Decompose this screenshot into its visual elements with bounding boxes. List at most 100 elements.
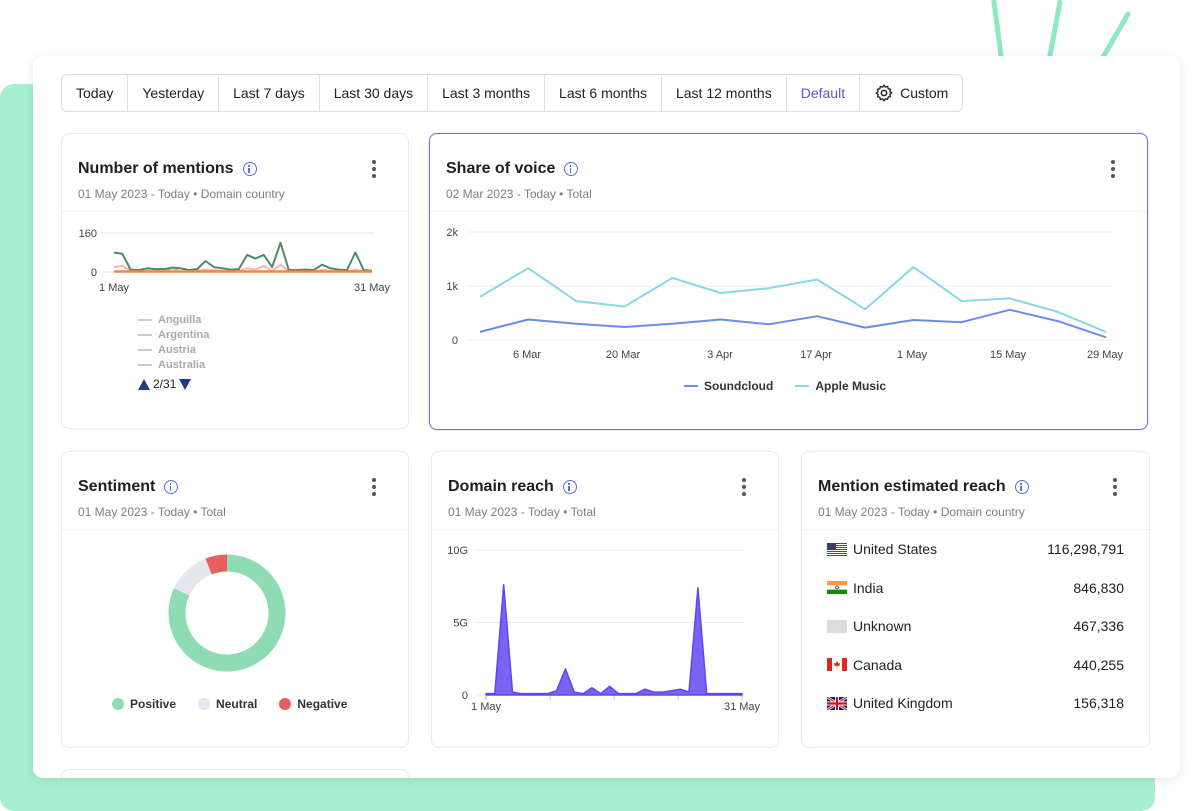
x-tick-label: 31 May [724, 701, 761, 713]
info-icon[interactable] [242, 162, 257, 176]
share-of-voice-legend: Soundcloud Apple Music [684, 379, 886, 393]
x-tick-label: 29 May [1087, 349, 1124, 361]
legend-item-argentina[interactable]: Argentina [138, 327, 209, 342]
gear-icon-center [880, 89, 888, 97]
legend-label: Austria [158, 343, 196, 356]
flag-stripe [827, 549, 847, 551]
legend-label: Apple Music [815, 379, 887, 393]
us-flag-icon [827, 542, 847, 556]
share-of-voice-card[interactable]: Share of voice 02 Mar 2023 - Today • Tot… [429, 133, 1148, 430]
sentiment-legend: Positive Neutral Negative [112, 697, 347, 711]
table-row[interactable]: Canada 440,255 [827, 653, 1124, 677]
divider [62, 211, 408, 212]
date-tab-label: Last 7 days [233, 85, 305, 101]
info-icon[interactable] [164, 480, 179, 494]
sentiment-title: Sentiment [78, 478, 179, 496]
more-options-icon[interactable] [740, 476, 748, 498]
table-row[interactable]: Unknown 467,336 [827, 614, 1124, 638]
date-tab-default[interactable]: Default [787, 75, 861, 111]
country-value: 440,255 [1073, 656, 1124, 673]
table-row[interactable]: India 846,830 [827, 576, 1124, 600]
country-value: 467,336 [1073, 618, 1124, 634]
legend-item-positive[interactable]: Positive [112, 697, 176, 711]
country-name: United Kingdom [853, 695, 953, 711]
date-tab-last-3-months[interactable]: Last 3 months [428, 75, 546, 111]
flag-cross [827, 696, 847, 710]
more-options-icon[interactable] [370, 476, 378, 498]
flag-stripe [827, 544, 847, 546]
legend-item-neutral[interactable]: Neutral [198, 697, 257, 711]
country-value: 846,830 [1073, 579, 1124, 596]
date-tab-last-7-days[interactable]: Last 7 days [219, 75, 320, 111]
legend-label: Australia [158, 358, 206, 371]
legend-swatch [138, 348, 152, 351]
legend-swatch [112, 698, 124, 710]
legend-item-anguilla[interactable]: Anguilla [138, 312, 209, 327]
legend-swatch [198, 698, 211, 710]
mention-reach-card: Mention estimated reach 01 May 2023 - To… [801, 451, 1150, 748]
domain-reach-subtitle: 01 May 2023 - Today • Total [448, 505, 596, 519]
flag-stripe [827, 550, 847, 552]
date-tab-last-30-days[interactable]: Last 30 days [320, 75, 429, 111]
country-name: India [853, 579, 884, 596]
share-of-voice-subtitle: 02 Mar 2023 - Today • Total [446, 187, 592, 201]
info-icon[interactable] [562, 480, 577, 494]
domain-reach-title: Domain reach [448, 478, 577, 496]
y-tick-label: 1k [446, 281, 458, 293]
share-of-voice-title-text: Share of voice [446, 160, 556, 177]
gear-icon-outline [875, 84, 893, 102]
mentions-chart: 160 01 May 31 May [79, 228, 391, 294]
legend-item-negative[interactable]: Negative [279, 697, 347, 711]
pager-text: 2/31 [153, 377, 177, 391]
mentions-title-text: Number of mentions [78, 160, 234, 177]
mention-reach-subtitle: 01 May 2023 - Today • Domain country [818, 505, 1025, 519]
flag-canton [827, 542, 836, 550]
mentions-card: Number of mentions 01 May 2023 - Today •… [61, 133, 409, 429]
flag-band [842, 658, 847, 671]
legend-swatch [138, 333, 152, 336]
divider [432, 529, 778, 530]
page-down-icon[interactable] [179, 378, 192, 390]
table-row[interactable]: United Kingdom 156,318 [827, 691, 1124, 715]
legend-label: Neutral [216, 697, 258, 711]
divider [430, 211, 1147, 212]
info-icon[interactable] [1014, 480, 1029, 494]
share-of-voice-title: Share of voice [446, 160, 579, 178]
x-tick-label: 20 Mar [606, 349, 641, 361]
gear-icon [875, 84, 893, 102]
date-tab-label: Last 3 months [442, 85, 531, 101]
flag-placeholder [827, 619, 847, 633]
date-tab-last-6-months[interactable]: Last 6 months [545, 75, 662, 111]
date-tab-custom[interactable]: Custom [860, 75, 962, 111]
legend-item-apple-music[interactable]: Apple Music [795, 379, 886, 393]
sentiment-title-text: Sentiment [78, 478, 156, 495]
more-options-icon[interactable] [1109, 158, 1117, 180]
date-tab-last-12-months[interactable]: Last 12 months [662, 75, 787, 111]
sov-series-apple-music [479, 266, 1107, 333]
x-tick-label: 1 May [99, 282, 129, 294]
country-name: Canada [853, 656, 903, 673]
y-tick-label: 5G [453, 618, 468, 630]
more-options-icon[interactable] [370, 158, 378, 180]
y-tick-label: 0 [452, 335, 458, 347]
mention-reach-title: Mention estimated reach [818, 478, 1029, 496]
domain-reach-card: Domain reach 01 May 2023 - Today • Total… [431, 451, 779, 748]
x-tick-label: 15 May [990, 349, 1027, 361]
y-tick-label: 10G [447, 545, 468, 557]
more-options-icon[interactable] [1111, 476, 1119, 498]
date-tab-today[interactable]: Today [62, 75, 129, 111]
date-tab-yesterday[interactable]: Yesterday [128, 75, 220, 111]
flag-band [827, 658, 832, 671]
legend-label: Soundcloud [704, 379, 774, 393]
legend-swatch [684, 385, 698, 387]
legend-item-austria[interactable]: Austria [138, 342, 209, 357]
table-row[interactable]: United States 116,298,791 [827, 537, 1124, 561]
date-tab-label: Last 12 months [675, 85, 772, 101]
page-up-icon[interactable] [138, 378, 150, 390]
country-name: Unknown [853, 618, 912, 634]
legend-pager: 2/31 [138, 377, 192, 391]
legend-item-australia[interactable]: Australia [138, 357, 209, 372]
info-icon[interactable] [564, 162, 579, 176]
domain-reach-chart: 10G 5G 01 May 31 May [447, 545, 761, 713]
legend-item-soundcloud[interactable]: Soundcloud [684, 379, 773, 393]
